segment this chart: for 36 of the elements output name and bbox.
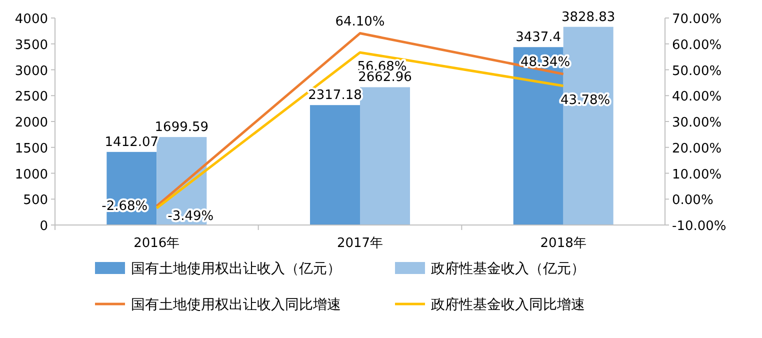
data-label: 3437.4 xyxy=(516,30,562,46)
y-tick-label: 3500 xyxy=(14,38,48,53)
y2-tick-label: 70.00% xyxy=(672,12,722,27)
y-tick-label: 500 xyxy=(23,193,48,208)
y2-tick-label: 20.00% xyxy=(672,141,722,156)
data-label: 3828.83 xyxy=(561,10,616,25)
y2-tick-label: 60.00% xyxy=(672,38,722,53)
legend-label: 政府性基金收入同比增速 xyxy=(431,297,585,313)
legend-label: 政府性基金收入（亿元） xyxy=(431,261,585,277)
y-tick-label: 0 xyxy=(40,219,48,234)
y-tick-label: 3000 xyxy=(14,64,48,79)
data-label: 1412.07 xyxy=(104,134,159,150)
legend-label: 国有土地使用权出让收入同比增速 xyxy=(131,297,341,313)
bar xyxy=(310,105,360,225)
y-tick-label: 4000 xyxy=(14,12,48,27)
y2-tick-label: 40.00% xyxy=(672,90,722,105)
x-tick-label: 2018年 xyxy=(540,236,586,251)
x-tick-label: 2017年 xyxy=(336,236,384,251)
y-tick-label: 1500 xyxy=(14,141,48,156)
y-tick-label: 2500 xyxy=(14,90,48,105)
data-label: 1699.59 xyxy=(154,120,209,136)
data-label: 43.78% xyxy=(560,92,610,108)
data-label: 64.10% xyxy=(335,14,385,30)
x-tick-label: 2016年 xyxy=(134,236,180,251)
y-tick-label: 1000 xyxy=(14,167,48,182)
y2-tick-label: 0.00% xyxy=(672,193,714,208)
data-label: 48.34% xyxy=(520,55,570,70)
data-label: 2317.18 xyxy=(308,88,362,104)
legend-label: 国有土地使用权出让收入（亿元） xyxy=(131,261,341,277)
data-label: -3.49% xyxy=(168,209,214,224)
y-tick-label: 2000 xyxy=(14,116,48,130)
bar xyxy=(360,87,410,225)
y2-tick-label: -10.00% xyxy=(672,219,726,234)
y2-tick-label: 30.00% xyxy=(672,116,722,130)
y2-tick-label: 10.00% xyxy=(672,167,722,182)
y2-tick-label: 50.00% xyxy=(672,64,722,79)
